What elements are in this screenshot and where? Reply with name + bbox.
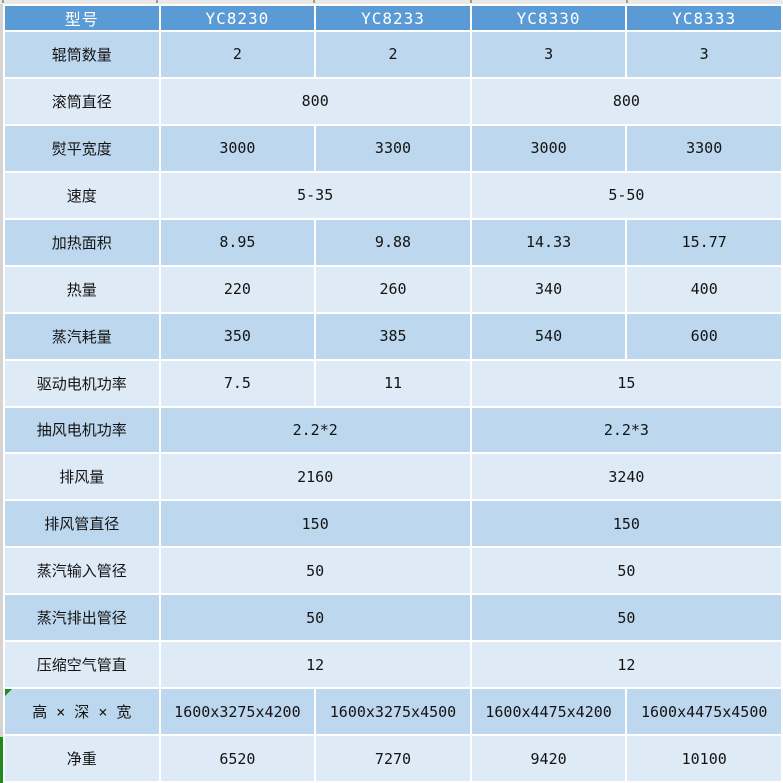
row-label: 蒸汽输入管径 [5, 548, 159, 594]
row-label: 辊筒数量 [5, 32, 159, 77]
table-cell: 350 [160, 313, 315, 359]
table-cell: 3000 [160, 125, 315, 171]
table-row: 压缩空气管直 12 12 [5, 642, 781, 688]
sheet-top-edge [0, 0, 783, 4]
table-cell: 540 [471, 313, 626, 359]
column-tick [156, 0, 158, 3]
table-cell: 12 [471, 642, 781, 688]
table-cell: 5-35 [160, 172, 470, 218]
table-cell: 11 [316, 360, 470, 406]
table-cell: 2.2*2 [160, 407, 470, 453]
table-cell: 6520 [160, 736, 315, 781]
table-row: 净重 6520 7270 9420 10100 [5, 736, 781, 781]
table-row: 热量 220 260 340 400 [5, 266, 781, 312]
table-row: 蒸汽耗量 350 385 540 600 [5, 313, 781, 359]
table-cell: 1600x3275x4200 [160, 689, 315, 735]
table-row: 蒸汽排出管径 50 50 [5, 595, 781, 641]
header-model-label: 型号 [5, 6, 159, 30]
table-cell: 3 [627, 32, 781, 77]
table-row: 辊筒数量 2 2 3 3 [5, 32, 781, 77]
table-cell: 7270 [316, 736, 470, 781]
table-cell: 800 [160, 78, 470, 124]
row-label: 驱动电机功率 [5, 360, 159, 406]
row-label: 滚筒直径 [5, 78, 159, 124]
header-model-yc8333: YC8333 [627, 6, 781, 30]
table-row: 排风量 2160 3240 [5, 454, 781, 500]
table-cell: 3000 [471, 125, 626, 171]
table-cell: 8.95 [160, 219, 315, 265]
table-cell: 14.33 [471, 219, 626, 265]
table-cell: 2 [316, 32, 470, 77]
table-body: 辊筒数量 2 2 3 3 滚筒直径 800 800 熨平宽度 3000 3300 3000 3300 速度… [5, 32, 781, 781]
row-label: 熨平宽度 [5, 125, 159, 171]
sheet-left-edge [0, 4, 3, 783]
table-row: 滚筒直径 800 800 [5, 78, 781, 124]
table-cell: 50 [160, 595, 470, 641]
table-cell: 340 [471, 266, 626, 312]
table-cell: 150 [160, 501, 470, 547]
row-label: 加热面积 [5, 219, 159, 265]
table-cell: 3300 [627, 125, 781, 171]
table-cell: 2.2*3 [471, 407, 781, 453]
table-header-row: 型号 YC8230 YC8233 YC8330 YC8333 [5, 6, 781, 30]
table-row: 高 × 深 × 宽 1600x3275x4200 1600x3275x4500 160… [5, 689, 781, 735]
header-model-yc8330: YC8330 [471, 6, 626, 30]
cell-flag-triangle-icon [5, 689, 12, 697]
column-tick [313, 0, 315, 3]
table-cell: 800 [471, 78, 781, 124]
table-row: 熨平宽度 3000 3300 3000 3300 [5, 125, 781, 171]
table-cell: 10100 [627, 736, 781, 781]
header-model-yc8230: YC8230 [160, 6, 315, 30]
table-cell: 260 [316, 266, 470, 312]
green-edge-strip [0, 737, 3, 783]
table-cell: 400 [627, 266, 781, 312]
row-label: 高 × 深 × 宽 [5, 689, 159, 735]
row-label: 抽风电机功率 [5, 407, 159, 453]
table-row: 驱动电机功率 7.5 11 15 [5, 360, 781, 406]
row-label: 热量 [5, 266, 159, 312]
row-label: 速度 [5, 172, 159, 218]
table-cell: 2160 [160, 454, 470, 500]
column-tick [626, 0, 628, 3]
column-tick [2, 0, 4, 3]
table-row: 加热面积 8.95 9.88 14.33 15.77 [5, 219, 781, 265]
table-cell: 50 [471, 548, 781, 594]
table-cell: 15 [471, 360, 781, 406]
table-cell: 3240 [471, 454, 781, 500]
row-label: 蒸汽耗量 [5, 313, 159, 359]
table-cell: 5-50 [471, 172, 781, 218]
table-cell: 9.88 [316, 219, 470, 265]
table-cell: 1600x3275x4500 [316, 689, 470, 735]
row-label: 排风管直径 [5, 501, 159, 547]
table-row: 抽风电机功率 2.2*2 2.2*3 [5, 407, 781, 453]
table-cell: 600 [627, 313, 781, 359]
table-cell: 1600x4475x4200 [471, 689, 626, 735]
table-row: 速度 5-35 5-50 [5, 172, 781, 218]
table-cell: 150 [471, 501, 781, 547]
table-cell: 1600x4475x4500 [627, 689, 781, 735]
row-label: 蒸汽排出管径 [5, 595, 159, 641]
table-cell: 12 [160, 642, 470, 688]
table-cell: 220 [160, 266, 315, 312]
table-row: 蒸汽输入管径 50 50 [5, 548, 781, 594]
table-cell: 385 [316, 313, 470, 359]
table-row: 排风管直径 150 150 [5, 501, 781, 547]
spec-table: 型号 YC8230 YC8233 YC8330 YC8333 辊筒数量 2 2 3 3 滚… [3, 4, 783, 783]
table-cell: 15.77 [627, 219, 781, 265]
table-cell: 7.5 [160, 360, 315, 406]
row-label: 排风量 [5, 454, 159, 500]
header-model-yc8233: YC8233 [316, 6, 470, 30]
table-cell: 3300 [316, 125, 470, 171]
table-cell: 50 [160, 548, 470, 594]
row-label: 压缩空气管直 [5, 642, 159, 688]
table-cell: 9420 [471, 736, 626, 781]
table-cell: 50 [471, 595, 781, 641]
table-cell: 3 [471, 32, 626, 77]
table-cell: 2 [160, 32, 315, 77]
column-tick [470, 0, 472, 3]
row-label: 净重 [5, 736, 159, 781]
